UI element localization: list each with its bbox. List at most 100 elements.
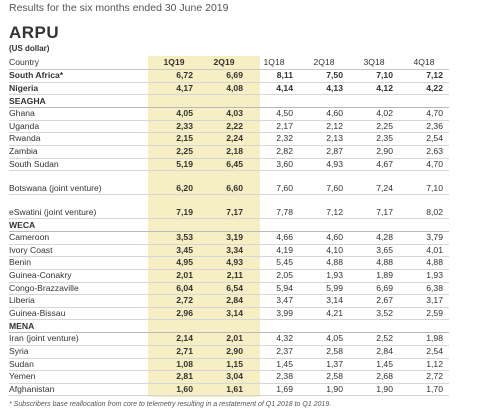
arpu-value-cell: 2,81: [149, 370, 199, 384]
arpu-value-cell: 3,60: [249, 158, 299, 172]
arpu-value-cell: 1,45: [349, 358, 399, 372]
table-row: Yemen 2,81 3,04 2,38 2,58 2,68 2,72: [9, 370, 449, 384]
country-cell: Congo-Brazzaville: [9, 282, 149, 296]
region-group-row: SEAGHA: [9, 94, 449, 109]
table-row: Iran (joint venture) 2,14 2,01 4,32 4,05 2,52…: [9, 332, 449, 346]
arpu-value-cell: 3,14: [299, 294, 349, 308]
country-cell: South Sudan: [9, 158, 149, 172]
arpu-value-cell: 4,03: [199, 107, 249, 121]
arpu-value-cell: 1,98: [399, 332, 449, 346]
arpu-value-cell: 7,19: [149, 194, 199, 220]
arpu-value-cell: 2,01: [199, 332, 249, 346]
arpu-value-cell: 1,15: [199, 358, 249, 372]
arpu-value-cell: 2,90: [199, 345, 249, 359]
arpu-value-cell: 1,60: [149, 383, 199, 397]
arpu-value-cell: 8,02: [399, 194, 449, 220]
arpu-value-cell: 1,12: [399, 358, 449, 372]
arpu-value-cell: 1,90: [349, 383, 399, 397]
arpu-value-cell: 2,58: [299, 345, 349, 359]
table-row: Zambia 2,25 2,18 2,82 2,87 2,90 2,63: [9, 145, 449, 159]
arpu-value-cell: 3,17: [399, 294, 449, 308]
arpu-value-cell: 2,15: [149, 132, 199, 146]
country-cell: Ivory Coast: [9, 244, 149, 258]
country-cell: eSwatini (joint venture): [9, 194, 149, 220]
arpu-value-cell: 2,36: [399, 120, 449, 134]
arpu-value-cell: 3,79: [399, 231, 449, 245]
arpu-value-cell: 7,17: [199, 194, 249, 220]
arpu-value-cell: 2,90: [349, 145, 399, 159]
arpu-value-cell: 2,38: [249, 370, 299, 384]
arpu-value-cell: 4,32: [249, 332, 299, 346]
region-group-label: MENA: [9, 319, 449, 334]
arpu-value-cell: 2,54: [399, 132, 449, 146]
arpu-value-cell: 4,70: [399, 107, 449, 121]
column-header-country: Country: [9, 57, 149, 70]
arpu-value-cell: 7,12: [299, 194, 349, 220]
arpu-value-cell: 7,24: [349, 170, 399, 196]
arpu-value-cell: 3,04: [199, 370, 249, 384]
arpu-value-cell: 4,05: [149, 107, 199, 121]
table-row: Ghana 4,05 4,03 4,50 4,60 4,02 4,70: [9, 107, 449, 121]
arpu-value-cell: 2,22: [199, 120, 249, 134]
country-cell: Iran (joint venture): [9, 332, 149, 346]
arpu-value-cell: 2,72: [149, 294, 199, 308]
column-header-1q18: 1Q18: [249, 57, 299, 70]
table-row: Uganda 2,33 2,22 2,17 2,12 2,25 2,36: [9, 120, 449, 134]
arpu-value-cell: 4,10: [299, 244, 349, 258]
arpu-value-cell: 4,13: [299, 82, 349, 96]
arpu-value-cell: 5,19: [149, 158, 199, 172]
country-cell: Zambia: [9, 145, 149, 159]
arpu-value-cell: 4,05: [299, 332, 349, 346]
arpu-value-cell: 1,90: [299, 383, 349, 397]
arpu-value-cell: 7,17: [349, 194, 399, 220]
region-group-label: WECA: [9, 218, 449, 233]
country-cell: South Africa*: [9, 69, 149, 83]
arpu-value-cell: 2,52: [349, 332, 399, 346]
arpu-value-cell: 1,70: [399, 383, 449, 397]
table-subtitle: (US dollar): [9, 44, 50, 53]
arpu-value-cell: 2,05: [249, 269, 299, 283]
region-group-row: MENA: [9, 319, 449, 334]
arpu-value-cell: 2,01: [149, 269, 199, 283]
arpu-value-cell: 6,38: [399, 282, 449, 296]
arpu-value-cell: 1,93: [299, 269, 349, 283]
arpu-value-cell: 2,37: [249, 345, 299, 359]
arpu-value-cell: 1,45: [249, 358, 299, 372]
arpu-value-cell: 1,08: [149, 358, 199, 372]
arpu-value-cell: 4,22: [399, 82, 449, 96]
arpu-value-cell: 3,65: [349, 244, 399, 258]
table-row: South Africa* 6,72 6,69 8,11 7,50 7,10 7,12: [9, 69, 449, 83]
arpu-value-cell: 2,72: [399, 370, 449, 384]
arpu-value-cell: 6,60: [199, 170, 249, 196]
table-row: Guinea-Bissau 2,96 3,14 3,99 4,21 3,52 2,59: [9, 307, 449, 321]
arpu-value-cell: 2,24: [199, 132, 249, 146]
arpu-value-cell: 2,84: [199, 294, 249, 308]
arpu-value-cell: 3,52: [349, 307, 399, 321]
region-group-row: WECA: [9, 218, 449, 233]
arpu-table: Country 1Q19 2Q19 1Q18 2Q18 3Q18 4Q18 So…: [9, 57, 449, 397]
table-row: Sudan 1,08 1,15 1,45 1,37 1,45 1,12: [9, 358, 449, 372]
table-row: Guinea-Conakry 2,01 2,11 2,05 1,93 1,89 1,93: [9, 269, 449, 283]
arpu-value-cell: 2,82: [249, 145, 299, 159]
arpu-value-cell: 2,58: [299, 370, 349, 384]
arpu-value-cell: 2,11: [199, 269, 249, 283]
column-header-3q18: 3Q18: [349, 57, 399, 70]
country-cell: Botswana (joint venture): [9, 170, 149, 196]
table-row: Botswana (joint venture) 6,20 6,60 7,60 7,60…: [9, 170, 449, 196]
arpu-value-cell: 5,94: [249, 282, 299, 296]
table-row: Nigeria 4,17 4,08 4,14 4,13 4,12 4,22: [9, 82, 449, 96]
arpu-value-cell: 4,21: [299, 307, 349, 321]
arpu-value-cell: 7,12: [399, 69, 449, 83]
country-cell: Cameroon: [9, 231, 149, 245]
country-cell: Guinea-Bissau: [9, 307, 149, 321]
arpu-value-cell: 2,67: [349, 294, 399, 308]
arpu-value-cell: 1,69: [249, 383, 299, 397]
arpu-value-cell: 2,54: [399, 345, 449, 359]
table-row: Liberia 2,72 2,84 3,47 3,14 2,67 3,17: [9, 294, 449, 308]
arpu-value-cell: 4,70: [399, 158, 449, 172]
arpu-value-cell: 4,60: [299, 107, 349, 121]
arpu-value-cell: 2,13: [299, 132, 349, 146]
arpu-value-cell: 6,72: [149, 69, 199, 83]
arpu-value-cell: 4,88: [299, 256, 349, 270]
arpu-value-cell: 4,02: [349, 107, 399, 121]
